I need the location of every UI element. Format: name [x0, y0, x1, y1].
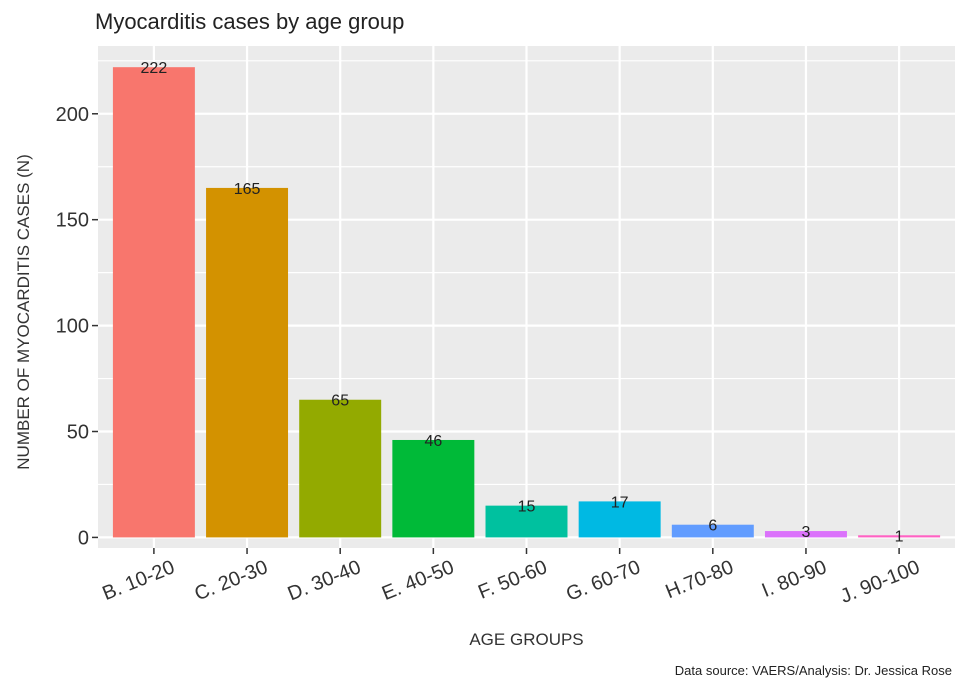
chart-title: Myocarditis cases by age group [95, 9, 404, 34]
data-label: 17 [611, 494, 629, 511]
data-label: 6 [708, 518, 717, 535]
y-tick-label: 200 [56, 104, 89, 126]
x-tick-label: F. 50-60 [475, 556, 550, 603]
data-label: 65 [331, 393, 349, 410]
x-tick-label: D. 30-40 [285, 556, 364, 605]
x-axis-title: AGE GROUPS [469, 630, 583, 649]
data-label: 46 [424, 433, 442, 450]
x-tick-label: J. 90-100 [837, 556, 923, 608]
y-tick-label: 50 [67, 422, 89, 444]
y-axis-title: NUMBER OF MYOCARDITIS CASES (N) [14, 154, 33, 469]
y-tick-label: 0 [78, 527, 89, 549]
bar [112, 67, 195, 538]
data-label: 222 [141, 60, 168, 77]
x-tick-label: H.70-80 [662, 556, 736, 603]
x-tick-label: C. 20-30 [192, 556, 271, 605]
bar [392, 439, 475, 538]
x-tick-label: B. 10-20 [99, 556, 177, 605]
bar [206, 187, 289, 538]
x-tick-label: G. 60-70 [563, 556, 643, 606]
x-axis: B. 10-20 C. 20-30 D. 30-40 E. 40-50 F. 50-60… [99, 548, 923, 608]
y-tick-label: 150 [56, 210, 89, 232]
chart-caption: Data source: VAERS/Analysis: Dr. Jessica… [675, 663, 952, 678]
data-labels: 222 165 65 46 15 17 6 3 1 [141, 60, 904, 545]
y-axis: 0 50 100 150 200 [56, 104, 98, 549]
bar [299, 399, 382, 538]
data-label: 165 [234, 181, 261, 198]
x-tick-label: E. 40-50 [379, 556, 457, 605]
bar [858, 535, 941, 538]
x-tick-label: I. 80-90 [759, 556, 830, 602]
bar [485, 505, 568, 538]
data-label: 3 [802, 524, 811, 541]
data-label: 15 [518, 499, 536, 516]
bar [578, 501, 661, 538]
bars [112, 67, 941, 538]
bar [764, 531, 847, 538]
data-label: 1 [895, 528, 904, 545]
y-tick-label: 100 [56, 316, 89, 338]
bar [671, 524, 754, 538]
